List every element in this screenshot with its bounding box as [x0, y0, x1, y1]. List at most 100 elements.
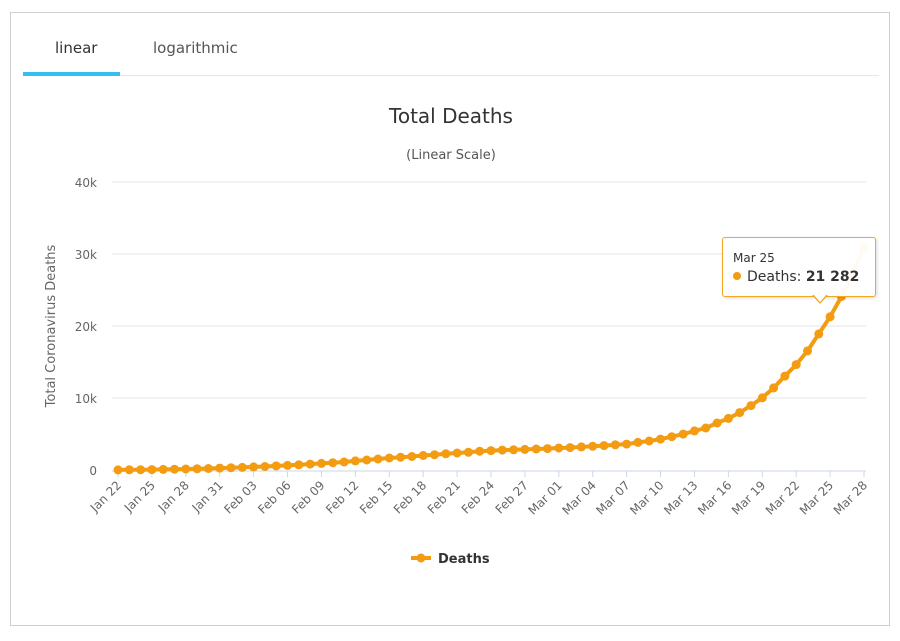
data-point[interactable] [497, 445, 507, 455]
tooltip-date: Mar 25 [733, 251, 775, 265]
data-point[interactable] [226, 463, 236, 473]
x-tick-label: Mar 19 [729, 478, 768, 517]
data-point[interactable] [203, 464, 213, 473]
data-point[interactable] [667, 432, 677, 442]
data-point[interactable] [588, 441, 598, 451]
data-point[interactable] [418, 451, 428, 460]
x-tick-label: Mar 22 [763, 478, 802, 517]
data-point[interactable] [237, 462, 247, 472]
data-point[interactable] [305, 459, 315, 469]
data-point[interactable] [384, 453, 394, 463]
data-point[interactable] [644, 436, 654, 446]
data-point[interactable] [113, 465, 123, 475]
data-point[interactable] [271, 461, 281, 471]
x-tick-label: Feb 15 [357, 478, 395, 516]
data-point[interactable] [543, 444, 552, 454]
x-tick-label: Feb 06 [255, 478, 293, 516]
x-tick-label: Mar 10 [627, 478, 666, 517]
y-tick-label: 0 [89, 464, 97, 478]
data-point[interactable] [509, 445, 519, 455]
data-point[interactable] [678, 429, 688, 439]
y-axis-tick-labels: 0 10k 20k 30k 40k [75, 176, 97, 478]
data-point[interactable] [328, 458, 338, 468]
data-point[interactable] [181, 464, 191, 474]
data-point[interactable] [136, 465, 146, 475]
data-point[interactable] [554, 443, 564, 453]
data-point[interactable] [520, 444, 530, 454]
active-tab-indicator [23, 72, 120, 76]
data-point[interactable] [769, 383, 779, 393]
data-point[interactable] [791, 360, 801, 370]
data-point[interactable] [170, 464, 179, 474]
data-point[interactable] [441, 449, 451, 459]
data-point[interactable] [124, 465, 134, 475]
data-point[interactable] [576, 442, 586, 452]
data-point[interactable] [396, 452, 406, 462]
tab-logarithmic[interactable]: logarithmic [153, 39, 238, 57]
y-tick-label: 20k [75, 320, 97, 334]
chart-panel: linear logarithmic [10, 12, 890, 626]
x-tick-label: Feb 27 [493, 478, 531, 516]
x-tick-label: Feb 24 [459, 478, 497, 516]
tooltip-series-dot [733, 272, 741, 280]
data-point[interactable] [158, 464, 168, 474]
data-point[interactable] [622, 439, 632, 449]
data-point[interactable] [656, 434, 665, 444]
data-point[interactable] [633, 437, 643, 447]
legend-marker-symbol [416, 553, 426, 563]
legend[interactable]: Deaths [411, 552, 490, 567]
data-point[interactable] [701, 423, 711, 433]
data-point[interactable] [599, 441, 609, 451]
data-point[interactable] [430, 450, 439, 460]
x-tick-label: Mar 16 [695, 478, 734, 517]
data-point[interactable] [610, 440, 620, 450]
data-point[interactable] [712, 418, 722, 428]
data-point[interactable] [780, 371, 790, 381]
data-point[interactable] [814, 329, 824, 339]
data-point[interactable] [215, 463, 225, 473]
data-point[interactable] [192, 464, 202, 474]
tooltip-pointer-inner [813, 294, 827, 302]
data-point[interactable] [463, 447, 473, 457]
data-point[interactable] [350, 456, 360, 466]
data-point[interactable] [565, 443, 575, 453]
data-point[interactable] [407, 452, 417, 461]
data-point[interactable] [249, 462, 259, 472]
tooltip-row: Deaths: 21 282 [733, 269, 859, 285]
data-point[interactable] [825, 312, 835, 322]
data-point[interactable] [452, 448, 462, 458]
tab-linear[interactable]: linear [55, 39, 98, 57]
data-point[interactable] [690, 426, 699, 436]
data-point[interactable] [746, 401, 756, 411]
data-point[interactable] [486, 446, 496, 456]
data-point[interactable] [339, 457, 349, 467]
chart-title: Total Deaths [388, 104, 513, 128]
y-tick-label: 10k [75, 392, 97, 406]
data-point[interactable] [373, 454, 383, 464]
data-point[interactable] [475, 446, 485, 456]
x-tick-label: Feb 03 [221, 478, 259, 516]
data-point[interactable] [260, 462, 270, 471]
x-tick-label: Jan 28 [155, 478, 192, 515]
data-point[interactable] [803, 346, 812, 356]
data-point[interactable] [723, 413, 733, 423]
x-tick-label: Jan 31 [189, 478, 226, 515]
data-point[interactable] [147, 465, 157, 475]
data-point[interactable] [294, 460, 304, 470]
x-tick-label: Feb 12 [323, 478, 361, 516]
data-point[interactable] [283, 460, 292, 470]
x-tick-label: Jan 22 [87, 478, 124, 515]
data-point[interactable] [317, 458, 326, 468]
x-tick-label: Feb 21 [425, 478, 463, 516]
data-tooltip: Mar 25 Deaths: 21 282 [722, 237, 876, 297]
data-point[interactable] [757, 393, 767, 403]
y-tick-label: 40k [75, 176, 97, 190]
data-point[interactable] [362, 455, 372, 465]
x-tick-label: Mar 13 [661, 478, 700, 517]
data-point[interactable] [735, 408, 745, 418]
y-axis-title: Total Coronavirus Deaths [44, 244, 59, 408]
x-tick-label: Mar 28 [831, 478, 870, 517]
data-point[interactable] [531, 444, 541, 454]
chart-subtitle: (Linear Scale) [406, 148, 496, 163]
